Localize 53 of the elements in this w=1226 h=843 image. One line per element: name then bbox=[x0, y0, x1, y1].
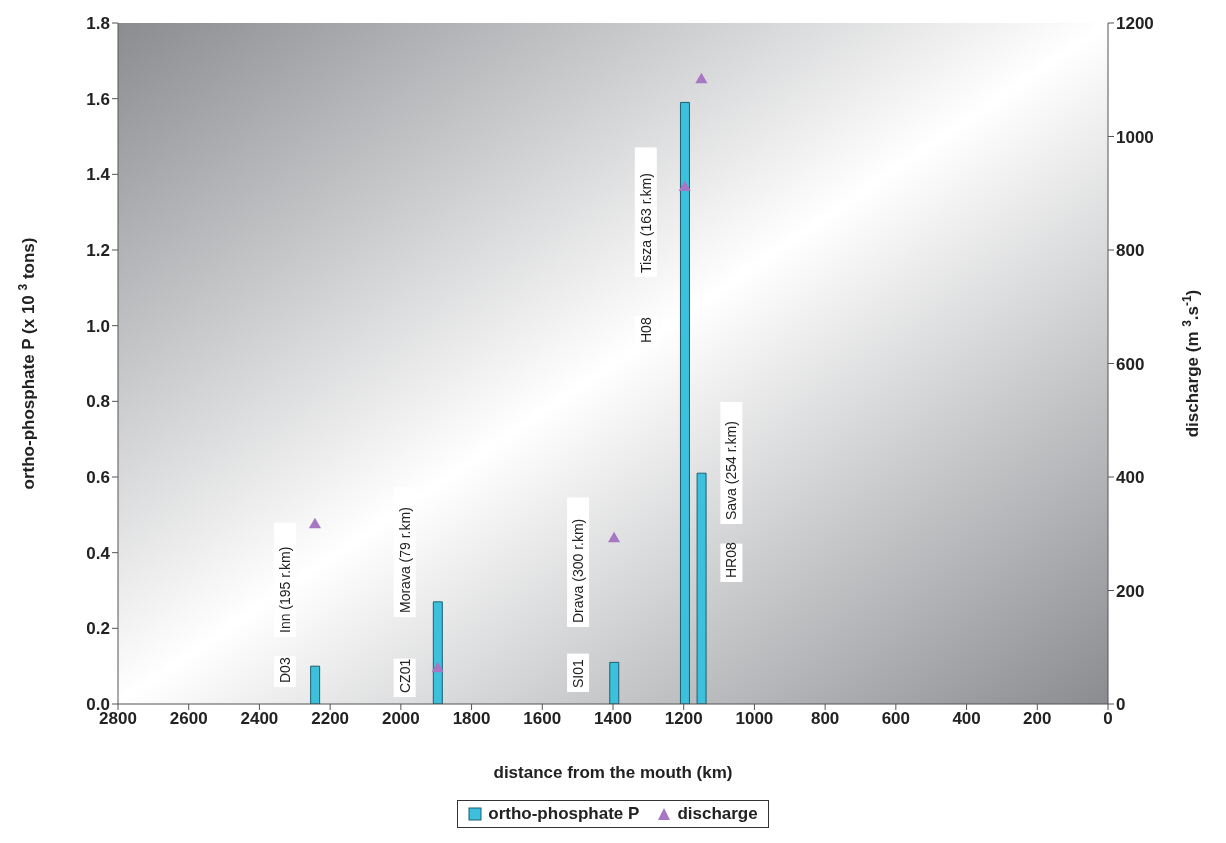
annotation: Tisza (163 r.km) bbox=[637, 173, 654, 273]
x-axis-title: distance from the mouth (km) bbox=[493, 763, 733, 782]
annotation: H08 bbox=[637, 317, 654, 343]
annotation: SI01 bbox=[570, 658, 587, 688]
x-tick-label: 2200 bbox=[311, 709, 350, 729]
point bbox=[678, 180, 691, 192]
x-tick-label: 400 bbox=[952, 709, 981, 729]
y-tick-label: 1.8 bbox=[86, 14, 110, 34]
x-tick-label: 800 bbox=[810, 709, 840, 729]
annotation: CZ01 bbox=[396, 658, 413, 693]
x-tick-label: 1800 bbox=[452, 709, 491, 729]
x-tick-label: 1000 bbox=[735, 709, 774, 729]
y-tick-label: 1.2 bbox=[86, 241, 110, 261]
x-tick-label: 1200 bbox=[664, 709, 703, 729]
annotation: Sava (254 r.km) bbox=[723, 421, 740, 520]
annotation: Morava (79 r.km) bbox=[396, 507, 413, 613]
y-tick-label: 0.4 bbox=[86, 543, 111, 563]
point bbox=[695, 72, 708, 84]
x-tick-label: 1400 bbox=[594, 709, 632, 729]
bar bbox=[432, 601, 443, 704]
x-tick-label: 200 bbox=[1023, 709, 1052, 729]
bar bbox=[310, 665, 321, 704]
y-tick-label: 0.6 bbox=[86, 468, 110, 488]
x-tick-label: 0 bbox=[1103, 709, 1113, 729]
y2-tick-label: 200 bbox=[1116, 581, 1145, 601]
point bbox=[607, 531, 621, 543]
y-tick-label: 1.6 bbox=[86, 89, 110, 109]
point bbox=[431, 661, 444, 673]
y-tick-label: 0.8 bbox=[86, 392, 110, 412]
y2-tick-label: 800 bbox=[1116, 241, 1145, 261]
legend-label: ortho-phosphate P bbox=[487, 804, 640, 824]
point bbox=[308, 517, 322, 529]
bar bbox=[696, 472, 707, 704]
x-tick-label: 1600 bbox=[523, 709, 562, 729]
x-tick-label: 2000 bbox=[381, 709, 420, 729]
y-tick-label: 0.2 bbox=[86, 619, 110, 639]
y2-tick-label: 1200 bbox=[1116, 14, 1154, 34]
y2-tick-label: 600 bbox=[1116, 354, 1145, 374]
x-tick-label: 600 bbox=[881, 709, 911, 729]
y2-tick-label: 1000 bbox=[1116, 127, 1154, 147]
bar bbox=[679, 101, 690, 704]
legend-label: discharge bbox=[676, 804, 758, 824]
x-tick-label: 2400 bbox=[240, 709, 279, 729]
x-tick-label: 2600 bbox=[169, 709, 208, 729]
y2-tick-label: 0 bbox=[1116, 695, 1126, 715]
y2-tick-label: 400 bbox=[1116, 468, 1145, 488]
annotation: D03 bbox=[276, 657, 293, 683]
bar bbox=[609, 661, 620, 704]
y-tick-label: 1.4 bbox=[86, 165, 111, 185]
y-tick-label: 1.0 bbox=[86, 316, 110, 336]
annotation: HR08 bbox=[723, 541, 740, 578]
annotation: Inn (195 r.km) bbox=[276, 546, 293, 633]
annotation: Drava (300 r.km) bbox=[570, 518, 587, 623]
